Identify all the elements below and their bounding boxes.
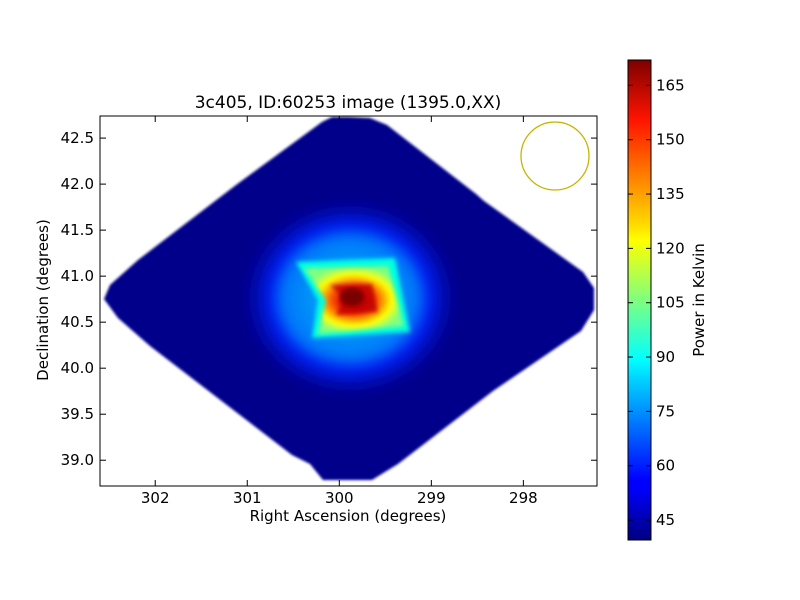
y-tick-label: 39.5 [61, 405, 94, 423]
beam-circle [520, 121, 590, 191]
y-tick-label: 40.5 [61, 313, 94, 331]
x-axis-ticks: 302 301 300 299 298 [141, 116, 538, 507]
heatmap-area [104, 117, 594, 480]
y-tick-label: 42.0 [61, 175, 94, 193]
plot-frame [99, 115, 598, 487]
x-tick-label: 299 [417, 489, 446, 507]
colorbar-label: Power in Kelvin [690, 243, 708, 357]
colorbar-tick-label: 150 [656, 131, 685, 149]
y-tick-label: 41.5 [61, 221, 94, 239]
x-tick-label: 301 [233, 489, 262, 507]
y-tick-label: 41.0 [61, 267, 94, 285]
y-tick-label: 40.0 [61, 359, 94, 377]
x-tick-label: 302 [141, 489, 170, 507]
colorbar-tick-label: 75 [656, 402, 675, 420]
emission-peak-center [340, 288, 364, 306]
colorbar-tick-label: 45 [656, 511, 675, 529]
colorbar [627, 59, 652, 541]
y-tick-label: 39.0 [61, 451, 94, 469]
colorbar-tick-label: 90 [656, 348, 675, 366]
colorbar-tick-label: 60 [656, 457, 675, 475]
y-axis-label: Declination (degrees) [34, 219, 52, 381]
y-tick-label: 42.5 [61, 129, 94, 147]
x-axis-label: Right Ascension (degrees) [250, 507, 447, 525]
colorbar-tick-label: 165 [656, 76, 685, 94]
y-axis-ticks: 39.0 39.5 40.0 40.5 41.0 41.5 42.0 42.5 [61, 129, 597, 469]
x-tick-label: 300 [325, 489, 354, 507]
colorbar-ticks: 45 60 75 90 105 120 135 150 165 [628, 76, 685, 529]
colorbar-tick-label: 135 [656, 185, 685, 203]
chart-title: 3c405, ID:60253 image (1395.0,XX) [195, 93, 502, 113]
x-tick-label: 298 [509, 489, 538, 507]
colorbar-tick-label: 105 [656, 294, 685, 312]
colorbar-tick-label: 120 [656, 239, 685, 257]
